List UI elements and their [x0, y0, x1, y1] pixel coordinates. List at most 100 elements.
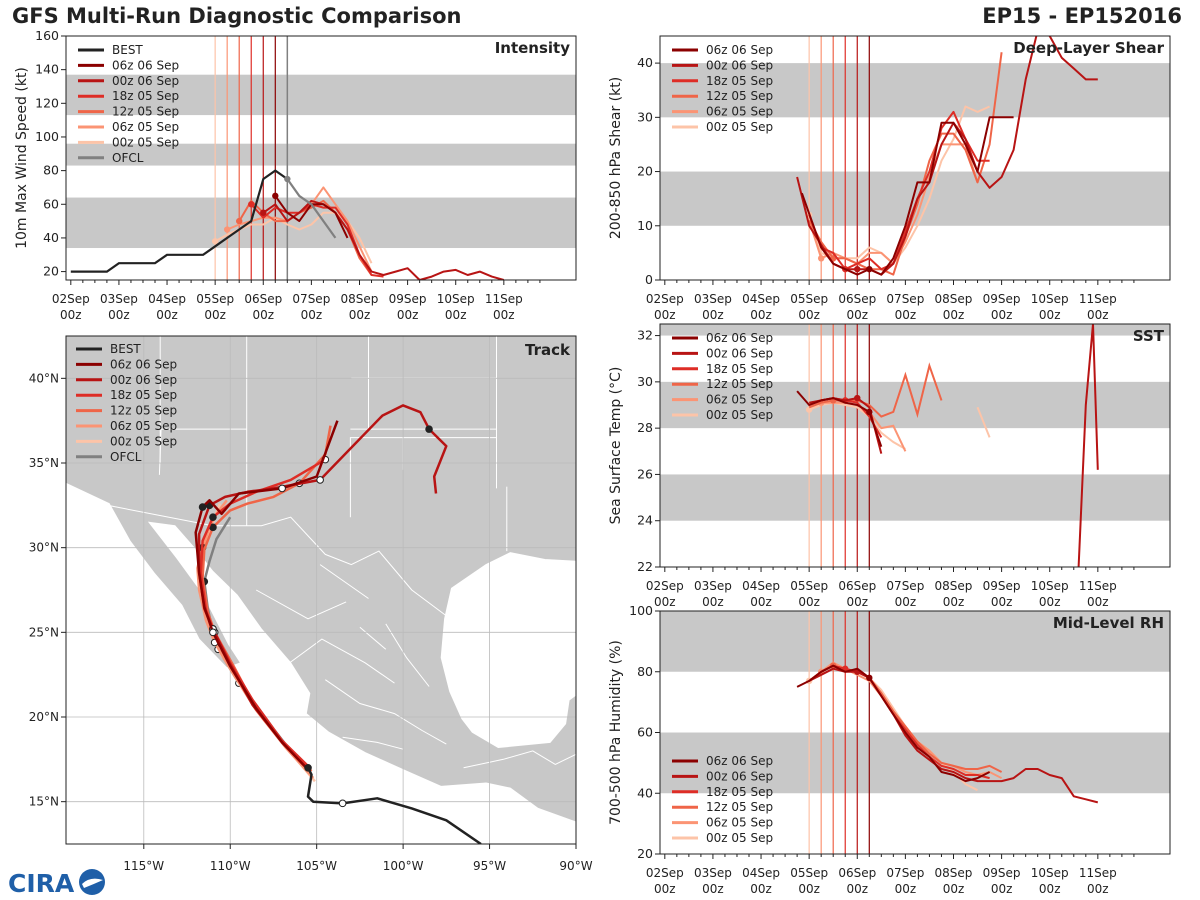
grey-band: [660, 611, 1170, 672]
y-tick-label: 80: [637, 664, 653, 679]
init-marker: [854, 394, 861, 402]
y-tick-label: 20: [637, 846, 653, 861]
init-marker: [260, 209, 267, 216]
main-title: GFS Multi-Run Diagnostic Comparison: [12, 4, 462, 28]
init-marker: [236, 217, 243, 225]
series-line: [808, 110, 990, 271]
legend-label: OFCL: [110, 450, 142, 464]
x-tick-label-hour: 00z: [846, 882, 868, 896]
legend-label: 18z 05 Sep: [706, 785, 773, 799]
legend-label: 00z 05 Sep: [706, 408, 773, 422]
x-tick-label-date: 02Sep: [646, 292, 684, 306]
init-marker: [817, 255, 825, 262]
x-tick-label-hour: 00z: [1039, 308, 1061, 322]
x-tick-label-date: 06Sep: [838, 292, 876, 306]
series-line: [808, 401, 906, 450]
panel-title: Intensity: [495, 39, 571, 57]
x-tick-label-hour: 00z: [108, 308, 130, 322]
legend-label: 18z 05 Sep: [706, 362, 773, 376]
x-tick-label-hour: 00z: [798, 882, 820, 896]
legend-label: 12z 05 Sep: [706, 89, 773, 103]
x-tick-label-hour: 00z: [445, 308, 467, 322]
x-tick-label-hour: 00z: [301, 308, 323, 322]
ofcl-marker: [284, 175, 291, 183]
legend-label: 06z 06 Sep: [706, 754, 773, 768]
y-axis-label: 700-500 hPa Humidity (%): [608, 640, 624, 825]
legend-label: 00z 06 Sep: [112, 74, 179, 88]
legend-label: 06z 05 Sep: [706, 105, 773, 119]
x-tick-label-date: 02Sep: [646, 866, 684, 880]
x-tick-label-hour: 00z: [60, 308, 82, 322]
panel-title: Mid-Level RH: [1053, 614, 1164, 632]
x-tick-label-date: 03Sep: [100, 292, 138, 306]
x-tick-label-hour: 00z: [397, 308, 419, 322]
grey-band: [66, 143, 576, 166]
legend-label: BEST: [110, 342, 141, 356]
x-tick-label-hour: 00z: [943, 882, 965, 896]
legend-label: 18z 05 Sep: [110, 388, 177, 402]
x-tick-label-hour: 00z: [654, 308, 676, 322]
legend-label: 00z 05 Sep: [706, 120, 773, 134]
chart-track: 115°W 110°W 105°W 100°W 95°W 90°W 15°N 20°N 25°N…: [29, 335, 593, 873]
track-run: [194, 420, 339, 769]
x-tick-label: 105°W: [296, 859, 337, 873]
x-tick-label-hour: 00z: [702, 595, 724, 609]
x-tick-label-date: 04Sep: [742, 579, 780, 593]
x-tick-label-hour: 00z: [846, 595, 868, 609]
x-tick-label-hour: 00z: [750, 882, 772, 896]
legend-label: 06z 06 Sep: [706, 43, 773, 57]
y-tick-label: 100: [629, 603, 653, 618]
x-tick-label-date: 04Sep: [742, 292, 780, 306]
track-run-point: [198, 503, 207, 511]
state-border: [319, 564, 369, 599]
legend-label: 00z 06 Sep: [706, 769, 773, 783]
plot-area-sst: [660, 324, 1170, 567]
plot-area-rh: [660, 611, 1170, 854]
y-tick-label: 26: [637, 466, 653, 481]
init-marker: [272, 192, 279, 200]
x-tick-label-hour: 00z: [991, 595, 1013, 609]
x-tick-label-date: 02Sep: [52, 292, 90, 306]
x-tick-label-date: 07Sep: [886, 866, 924, 880]
x-tick-label-date: 09Sep: [389, 292, 427, 306]
x-tick-label-hour: 00z: [1087, 308, 1109, 322]
init-marker: [866, 674, 873, 682]
y-tick-label: 20: [637, 164, 653, 179]
plot-area-shear: [660, 36, 1170, 280]
y-tick-label: 25°N: [29, 625, 59, 639]
x-tick-label-hour: 00z: [895, 308, 917, 322]
x-tick-label-date: 03Sep: [694, 866, 732, 880]
track-best-point: [304, 764, 312, 772]
y-tick-label: 120: [35, 95, 59, 110]
x-tick-label-date: 05Sep: [790, 866, 828, 880]
x-tick-label-date: 10Sep: [1031, 579, 1069, 593]
x-tick-label-hour: 00z: [654, 595, 676, 609]
panel-title: SST: [1133, 327, 1165, 345]
x-tick-label-hour: 00z: [991, 882, 1013, 896]
y-tick-label: 60: [43, 196, 59, 211]
x-tick-label-hour: 00z: [1087, 595, 1109, 609]
x-tick-label-hour: 00z: [943, 595, 965, 609]
y-tick-label: 22: [637, 559, 653, 574]
legend-label: 06z 05 Sep: [706, 393, 773, 407]
state-border: [325, 679, 447, 745]
legend-label: OFCL: [112, 151, 144, 165]
track-run-point: [209, 628, 217, 637]
init-marker: [211, 238, 219, 245]
legend-label: 18z 05 Sep: [112, 89, 179, 103]
x-tick-label-hour: 00z: [493, 308, 515, 322]
y-tick-label: 15°N: [29, 795, 59, 809]
state-border: [255, 589, 347, 620]
legend-label: 12z 05 Sep: [110, 404, 177, 418]
y-tick-label: 40: [637, 785, 653, 800]
state-border: [385, 623, 430, 687]
x-tick-label-date: 09Sep: [983, 579, 1021, 593]
x-tick-label-date: 09Sep: [983, 292, 1021, 306]
y-tick-label: 30: [637, 374, 653, 389]
legend-label: 06z 05 Sep: [112, 120, 179, 134]
grey-band: [660, 474, 1170, 521]
y-tick-label: 28: [637, 420, 653, 435]
state-border: [349, 437, 497, 518]
